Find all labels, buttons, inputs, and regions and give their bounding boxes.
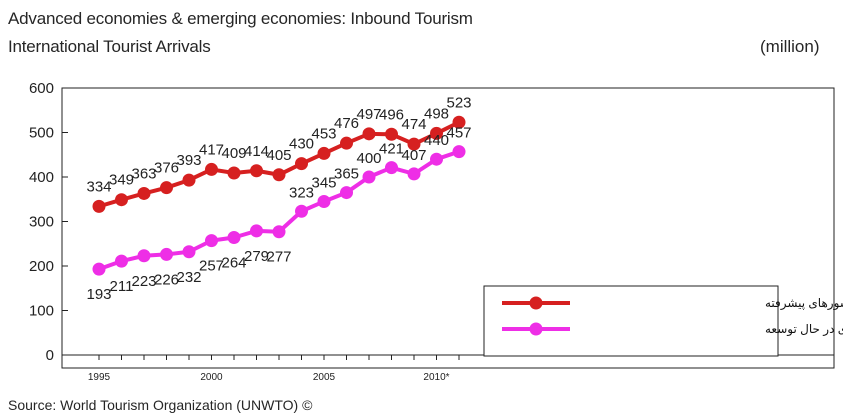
data-label: 496 [379, 106, 404, 123]
data-label: 400 [356, 150, 381, 167]
legend-marker [529, 296, 543, 310]
data-label: 474 [401, 116, 426, 133]
data-label: 232 [176, 269, 201, 286]
data-label: 430 [289, 136, 314, 153]
data-point [182, 173, 196, 187]
data-point [115, 254, 128, 268]
data-label: 497 [356, 106, 381, 123]
data-point [227, 231, 241, 245]
legend-box [483, 285, 779, 357]
data-point [430, 126, 443, 140]
line-chart: 0 100 200 300 400 500 600 1995 2000 2005 2010* 33… [29, 80, 843, 383]
legend: کشورهای پیشرفته کشورهای در حال توسعه [483, 285, 843, 357]
legend-label: کشورهای پیشرفته [765, 296, 843, 311]
data-label: 363 [131, 165, 156, 182]
data-label: 223 [131, 273, 156, 290]
data-point [205, 162, 218, 176]
data-point [295, 157, 308, 171]
x-tick-label: 2005 [313, 372, 336, 383]
data-label: 421 [379, 141, 404, 158]
data-point [317, 146, 331, 160]
data-point [137, 186, 151, 200]
data-label: 264 [221, 255, 246, 272]
data-label: 349 [109, 172, 134, 189]
x-tick-label: 2000 [200, 372, 223, 383]
legend-label: کشورهای در حال توسعه [765, 322, 843, 337]
data-point [137, 249, 151, 263]
data-point [182, 245, 196, 259]
data-label: 498 [424, 105, 449, 122]
data-label: 334 [86, 178, 111, 195]
y-axis: 0 100 200 300 400 500 600 [29, 80, 68, 364]
source-note: Source: World Tourism Organization (UNWT… [8, 397, 313, 413]
data-point [362, 127, 376, 141]
data-point [227, 166, 241, 180]
data-point [115, 193, 128, 207]
data-point [317, 194, 331, 208]
data-point [385, 127, 398, 141]
data-label: 457 [446, 125, 471, 142]
data-point [430, 152, 443, 166]
data-point [250, 224, 263, 238]
data-point [160, 181, 173, 195]
data-label: 440 [424, 132, 449, 149]
data-label: 279 [244, 248, 269, 265]
x-tick-label: 1995 [88, 372, 111, 383]
data-point [272, 168, 286, 182]
data-point [92, 199, 106, 213]
data-point [250, 164, 263, 178]
x-axis: 1995 2000 2005 2010* [62, 354, 834, 383]
data-point [205, 234, 218, 248]
data-point [362, 170, 376, 184]
unit-label: (million) [760, 37, 820, 56]
data-label: 323 [289, 184, 314, 201]
data-label: 193 [86, 286, 111, 303]
y-tick-label: 100 [29, 303, 54, 320]
data-label: 407 [401, 147, 426, 164]
y-tick-label: 0 [46, 347, 54, 364]
y-tick-label: 500 [29, 125, 54, 142]
y-tick-label: 300 [29, 214, 54, 231]
data-point [452, 145, 466, 159]
chart-subtitle: International Tourist Arrivals [8, 37, 211, 56]
data-point [340, 136, 353, 150]
data-point [452, 115, 466, 129]
data-point [407, 137, 421, 151]
data-point [385, 161, 398, 175]
data-point [160, 247, 173, 261]
data-label: 523 [446, 94, 471, 111]
data-label: 277 [266, 249, 291, 266]
data-label: 476 [334, 115, 359, 132]
data-label: 409 [221, 145, 246, 162]
data-label: 393 [176, 152, 201, 169]
data-label: 211 [110, 278, 134, 295]
data-label: 226 [154, 271, 179, 288]
data-point [295, 204, 308, 218]
y-tick-label: 600 [29, 80, 54, 97]
data-point [407, 167, 421, 181]
data-label: 345 [311, 174, 336, 191]
data-label: 376 [154, 160, 179, 177]
series-layer: 3343493633763934174094144054304534764974… [86, 94, 471, 303]
data-label: 417 [199, 141, 224, 158]
plot-frame [61, 87, 835, 369]
data-point [272, 225, 286, 239]
y-tick-label: 400 [29, 169, 54, 186]
data-point [92, 262, 106, 276]
data-label: 405 [266, 147, 291, 164]
x-tick-label: 2010* [423, 372, 449, 383]
data-point [340, 186, 353, 200]
y-tick-label: 200 [29, 258, 54, 275]
data-label: 453 [311, 125, 336, 142]
legend-marker [529, 322, 543, 336]
data-label: 414 [244, 143, 269, 160]
data-label: 365 [334, 166, 359, 183]
data-label: 257 [199, 258, 224, 275]
chart-title: Advanced economies & emerging economies:… [8, 9, 473, 28]
